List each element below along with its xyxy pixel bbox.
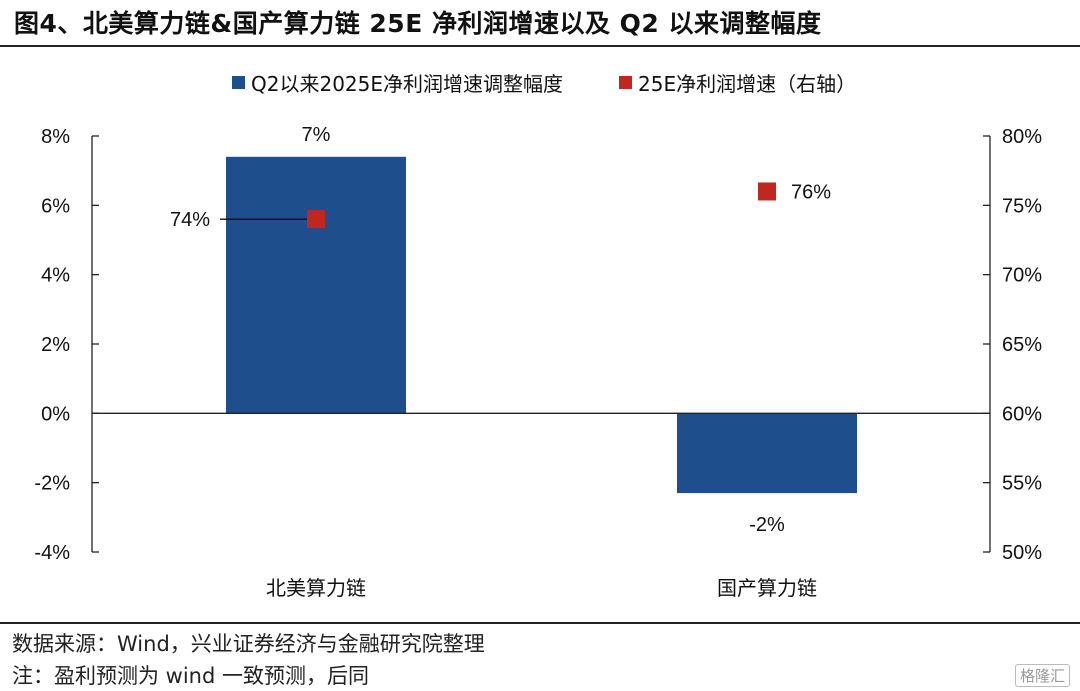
legend-swatch-marker: [619, 76, 632, 89]
right-tick-label: 75%: [1002, 195, 1042, 217]
bar-data-label: 7%: [302, 124, 331, 146]
legend-label-marker: 25E净利润增速（右轴）: [638, 72, 857, 96]
bar: [226, 156, 406, 414]
right-tick-label: 80%: [1002, 126, 1042, 148]
right-tick-label: 60%: [1002, 403, 1042, 425]
left-tick-label: -4%: [34, 542, 70, 564]
right-tick-label: 50%: [1002, 542, 1042, 564]
right-tick-label: 70%: [1002, 265, 1042, 287]
marker: [307, 210, 325, 229]
right-tick-label: 65%: [1002, 334, 1042, 356]
source-note: 数据来源：Wind，兴业证券经济与金融研究院整理: [12, 632, 485, 656]
chart-legend: Q2以来2025E净利润增速调整幅度 25E净利润增速（右轴）: [0, 68, 1080, 100]
left-tick-label: 0%: [41, 403, 70, 425]
chart-plot: -4% -2% 0% 2% 4% 6% 8% 50% 55% 60% 65% 70% 75% 80% 7% -…: [34, 124, 1042, 600]
title-rule: [0, 45, 1080, 47]
legend-item-bar: Q2以来2025E净利润增速调整幅度: [232, 68, 563, 97]
legend-label-bar: Q2以来2025E净利润增速调整幅度: [251, 72, 564, 96]
marker-data-label: 74%: [170, 209, 210, 231]
category-label: 北美算力链: [266, 577, 366, 600]
left-tick-label: 4%: [41, 265, 70, 287]
category-label: 国产算力链: [717, 577, 817, 600]
legend-item-marker: 25E净利润增速（右轴）: [619, 68, 856, 97]
watermark: 格隆汇: [1014, 664, 1070, 687]
left-tick-label: 8%: [41, 126, 70, 148]
page-title: 图4、北美算力链&国产算力链 25E 净利润增速以及 Q2 以来调整幅度: [14, 9, 822, 38]
left-tick-label: 6%: [41, 195, 70, 217]
bar: [677, 413, 857, 494]
footer-rule: [0, 622, 1080, 624]
marker-data-label: 76%: [791, 181, 831, 203]
marker: [758, 182, 776, 201]
legend-swatch-bar: [232, 76, 245, 89]
left-tick-label: -2%: [34, 473, 70, 495]
left-tick-label: 2%: [41, 334, 70, 356]
bar-data-label: -2%: [749, 514, 785, 536]
forecast-note: 注：盈利预测为 wind 一致预测，后同: [12, 664, 369, 688]
right-tick-label: 55%: [1002, 473, 1042, 495]
